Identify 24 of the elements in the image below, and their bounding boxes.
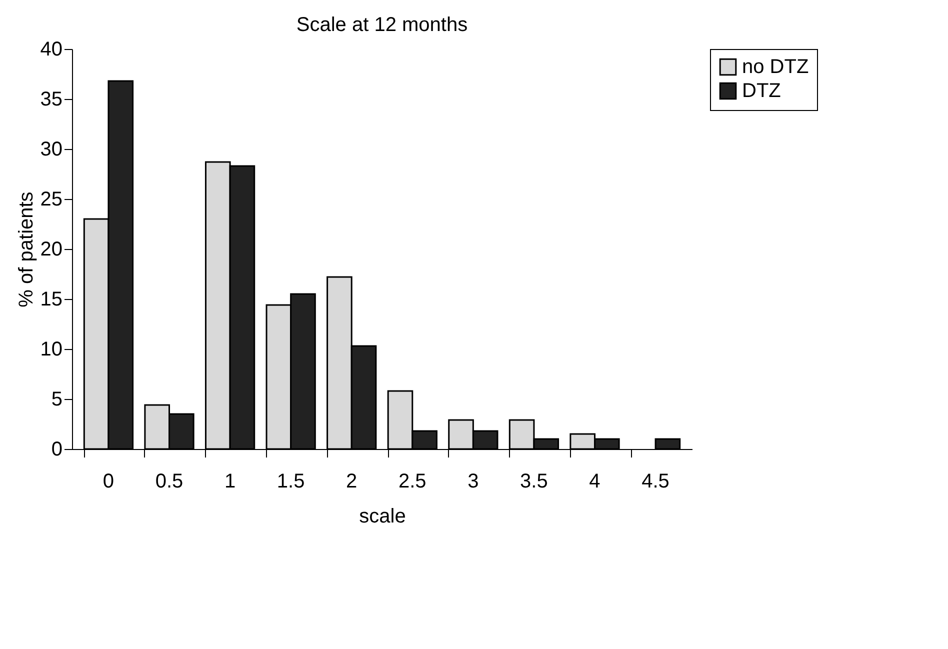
- x-tick-label: 4: [589, 470, 600, 492]
- x-axis-title: scale: [359, 506, 406, 528]
- y-tick-label: 30: [40, 138, 62, 160]
- y-tick-label: 40: [40, 38, 62, 60]
- x-tick-label: 1.5: [276, 470, 305, 492]
- x-tick-label: 4.5: [642, 470, 670, 492]
- x-tick-label: 0.5: [155, 470, 184, 492]
- y-tick-label: 25: [40, 188, 62, 210]
- x-tick-label: 1: [224, 470, 236, 492]
- y-axis-title: % of patients: [15, 192, 38, 308]
- x-tick-label: 2.5: [398, 470, 426, 492]
- y-tick-label: 35: [40, 88, 62, 110]
- y-tick-label: 5: [51, 388, 62, 410]
- y-tick-label: 15: [40, 288, 62, 310]
- x-tick-label: 3: [468, 470, 479, 492]
- x-tick-label: 3.5: [520, 470, 548, 492]
- legend-label: DTZ: [742, 80, 781, 102]
- y-tick-label: 10: [40, 338, 62, 360]
- chart-title: Scale at 12 months: [296, 14, 468, 36]
- legend-label: no DTZ: [742, 56, 809, 78]
- x-tick-label: 0: [102, 470, 114, 492]
- y-tick-label: 0: [51, 438, 62, 460]
- y-tick-label: 20: [40, 238, 62, 260]
- x-tick-label: 2: [346, 470, 358, 492]
